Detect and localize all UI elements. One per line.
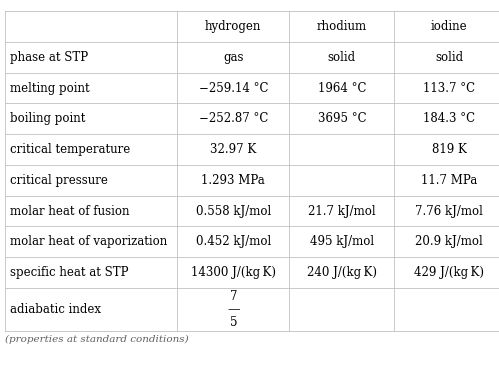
Text: solid: solid	[435, 51, 463, 64]
Text: 20.9 kJ/mol: 20.9 kJ/mol	[415, 236, 483, 248]
Text: iodine: iodine	[431, 20, 468, 33]
Text: 7: 7	[230, 290, 237, 303]
Text: boiling point: boiling point	[10, 112, 85, 125]
Text: 7.76 kJ/mol: 7.76 kJ/mol	[415, 205, 483, 218]
Text: 11.7 MPa: 11.7 MPa	[421, 174, 477, 187]
Text: adiabatic index: adiabatic index	[10, 303, 101, 316]
Text: 32.97 K: 32.97 K	[210, 143, 256, 156]
Text: melting point: melting point	[10, 82, 90, 94]
Text: 429 J/(kg K): 429 J/(kg K)	[414, 266, 484, 279]
Text: 113.7 °C: 113.7 °C	[423, 82, 475, 94]
Text: 1.293 MPa: 1.293 MPa	[202, 174, 265, 187]
Text: −259.14 °C: −259.14 °C	[199, 82, 268, 94]
Text: (properties at standard conditions): (properties at standard conditions)	[5, 335, 189, 344]
Text: molar heat of vaporization: molar heat of vaporization	[10, 236, 167, 248]
Text: hydrogen: hydrogen	[205, 20, 261, 33]
Text: critical pressure: critical pressure	[10, 174, 108, 187]
Text: 21.7 kJ/mol: 21.7 kJ/mol	[308, 205, 376, 218]
Text: rhodium: rhodium	[317, 20, 367, 33]
Text: 0.452 kJ/mol: 0.452 kJ/mol	[196, 236, 271, 248]
Text: critical temperature: critical temperature	[10, 143, 130, 156]
Text: 5: 5	[230, 316, 237, 329]
Text: —: —	[227, 303, 240, 316]
Text: molar heat of fusion: molar heat of fusion	[10, 205, 129, 218]
Text: gas: gas	[223, 51, 244, 64]
Text: 0.558 kJ/mol: 0.558 kJ/mol	[196, 205, 271, 218]
Text: specific heat at STP: specific heat at STP	[10, 266, 128, 279]
Text: 3695 °C: 3695 °C	[317, 112, 366, 125]
Text: solid: solid	[328, 51, 356, 64]
Text: −252.87 °C: −252.87 °C	[199, 112, 268, 125]
Text: 184.3 °C: 184.3 °C	[423, 112, 475, 125]
Text: 240 J/(kg K): 240 J/(kg K)	[307, 266, 377, 279]
Text: 495 kJ/mol: 495 kJ/mol	[310, 236, 374, 248]
Text: 14300 J/(kg K): 14300 J/(kg K)	[191, 266, 276, 279]
Text: 1964 °C: 1964 °C	[317, 82, 366, 94]
Text: 819 K: 819 K	[432, 143, 467, 156]
Text: phase at STP: phase at STP	[10, 51, 88, 64]
